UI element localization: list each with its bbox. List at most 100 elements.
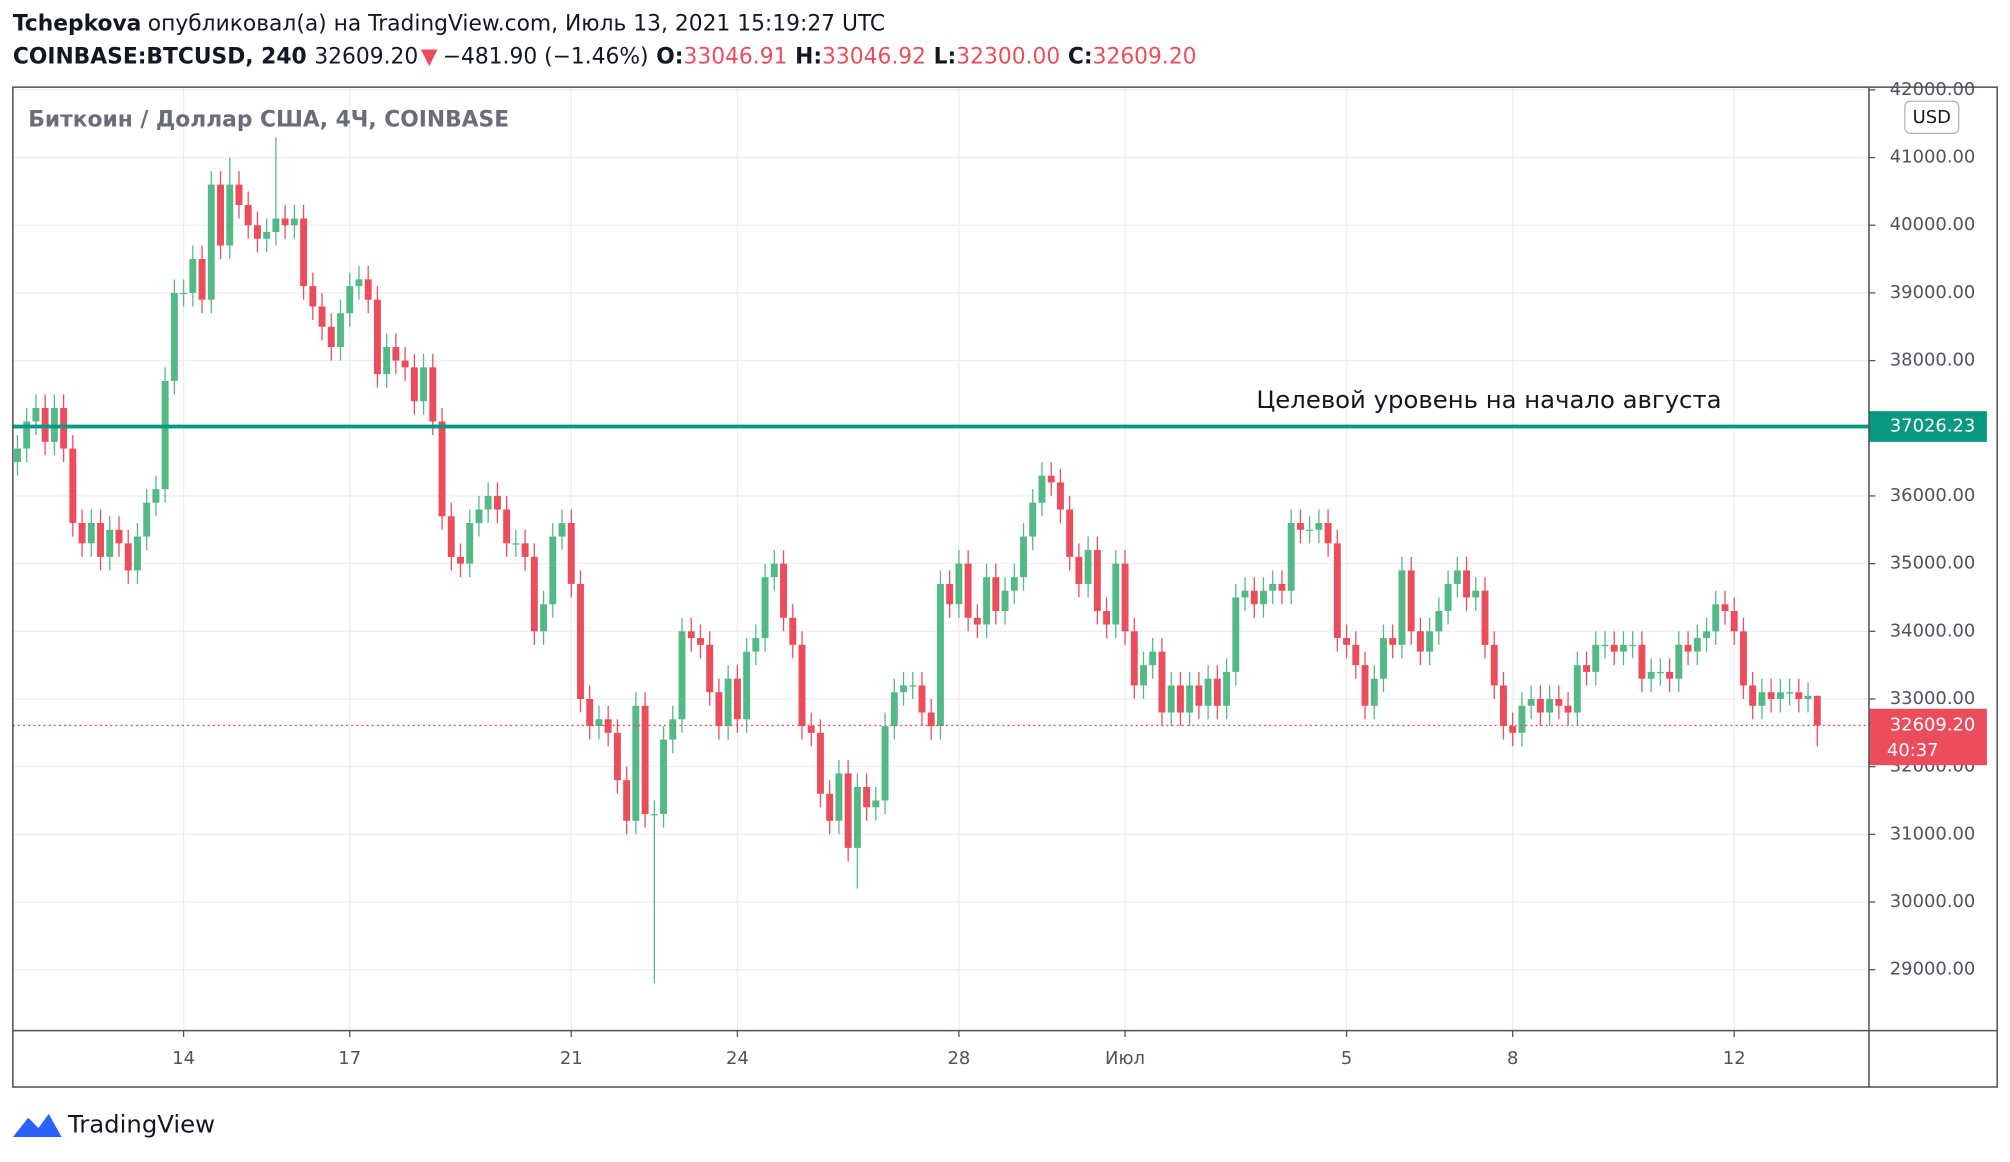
candle-body <box>1103 611 1111 625</box>
candle-body <box>484 495 492 510</box>
candle-body <box>1343 638 1351 645</box>
candle-body <box>475 509 483 524</box>
x-tick-label: 5 <box>1341 1048 1352 1069</box>
last-price-label: 32609.20 <box>1890 714 1976 735</box>
candle-body <box>1675 644 1683 679</box>
candle-body <box>1010 577 1018 591</box>
candle-body <box>1333 543 1341 639</box>
candle-body <box>992 577 1000 612</box>
candle-body <box>669 719 677 740</box>
candle-body <box>1546 698 1554 713</box>
candle-body <box>909 685 917 687</box>
candle-body <box>198 259 206 300</box>
candle-body <box>1767 692 1775 699</box>
x-tick-label: 17 <box>338 1048 361 1069</box>
candle-body <box>337 313 344 348</box>
x-tick-label: 12 <box>1723 1048 1746 1069</box>
candle-body <box>660 739 668 815</box>
candle-body <box>567 523 575 584</box>
candle-body <box>143 502 151 537</box>
currency-box[interactable] <box>1904 100 1960 134</box>
candle-body <box>1684 644 1692 652</box>
candle-body <box>457 556 464 564</box>
candle-body <box>364 279 372 300</box>
candle-body <box>1416 631 1424 652</box>
candle-body <box>770 563 778 578</box>
header-line-1: Tchepkova опубликовал(а) на TradingView.c… <box>13 11 885 36</box>
candle-body <box>540 604 548 632</box>
candle-body <box>1296 523 1304 530</box>
author[interactable]: Tchepkova <box>13 11 142 36</box>
candle-body <box>272 218 280 232</box>
candle-body <box>1223 671 1231 706</box>
candle-body <box>1130 631 1138 686</box>
candle-body <box>918 685 926 713</box>
candle-body <box>1555 698 1563 706</box>
o-label: O: <box>656 45 683 70</box>
target-level-label-box <box>1868 411 1987 442</box>
candle-body <box>1564 705 1572 713</box>
y-tick-label: 29000.00 <box>1890 959 1976 980</box>
candle-body <box>327 326 335 348</box>
candle-body <box>1426 631 1434 652</box>
candle-body <box>1056 482 1064 510</box>
candle-body <box>438 421 446 517</box>
candle-body <box>124 543 132 571</box>
footer-logo: TradingView <box>12 1109 215 1138</box>
candle-body <box>106 529 114 557</box>
candle-body <box>1186 685 1194 713</box>
candle-body <box>1629 644 1637 647</box>
candle-body <box>1370 678 1378 706</box>
candle-body <box>1250 590 1258 605</box>
candle-body <box>1213 678 1221 706</box>
candle-body <box>244 204 252 226</box>
candle-body <box>180 292 188 295</box>
symbol: COINBASE:BTCUSD, 240 <box>13 45 307 70</box>
candle-body <box>1804 695 1812 699</box>
o-value: 33046.91 <box>683 45 787 70</box>
brand: TradingView <box>67 1109 215 1138</box>
arrow: ▼ <box>421 45 438 70</box>
candle-body <box>1463 570 1471 598</box>
c-label: C: <box>1068 45 1093 70</box>
y-tick-label: 38000.00 <box>1890 350 1976 371</box>
candle-body <box>890 692 898 727</box>
candle-body <box>577 583 584 699</box>
candle-body <box>530 556 538 632</box>
candle-body <box>1619 644 1627 652</box>
candle-body <box>955 563 963 605</box>
candle-body <box>752 638 760 652</box>
candle-body <box>1352 644 1360 666</box>
candle-body <box>697 638 704 645</box>
candle-body <box>1703 631 1710 639</box>
candle-body <box>346 286 354 314</box>
candle-body <box>1481 590 1489 645</box>
currency[interactable]: USD <box>1913 107 1951 128</box>
candle-body <box>161 380 169 490</box>
candle-body <box>1324 523 1332 544</box>
candle-body <box>826 793 834 821</box>
candle-body <box>1786 692 1794 694</box>
change: −481.90 (−1.46%) <box>443 45 649 70</box>
candle-body <box>586 698 594 727</box>
target-level-label: 37026.23 <box>1890 415 1976 436</box>
candle-body <box>1269 583 1277 591</box>
candle-body <box>1047 475 1055 483</box>
y-tick-label: 33000.00 <box>1890 688 1976 709</box>
candle-body <box>780 563 787 618</box>
y-tick-label: 34000.00 <box>1890 620 1976 641</box>
candle-body <box>1287 523 1295 591</box>
candle-body <box>632 705 640 821</box>
x-tick-label: 8 <box>1507 1048 1518 1069</box>
candle-body <box>946 583 954 605</box>
candle-body <box>512 543 520 545</box>
candle-body <box>872 800 880 808</box>
y-tick-label: 31000.00 <box>1890 823 1976 844</box>
candle-body <box>1306 529 1314 532</box>
y-tick-label: 40000.00 <box>1890 214 1976 235</box>
candle-body <box>964 563 972 618</box>
candle-body <box>97 523 104 557</box>
candle-body <box>1278 583 1286 591</box>
candle-body <box>1647 671 1655 679</box>
